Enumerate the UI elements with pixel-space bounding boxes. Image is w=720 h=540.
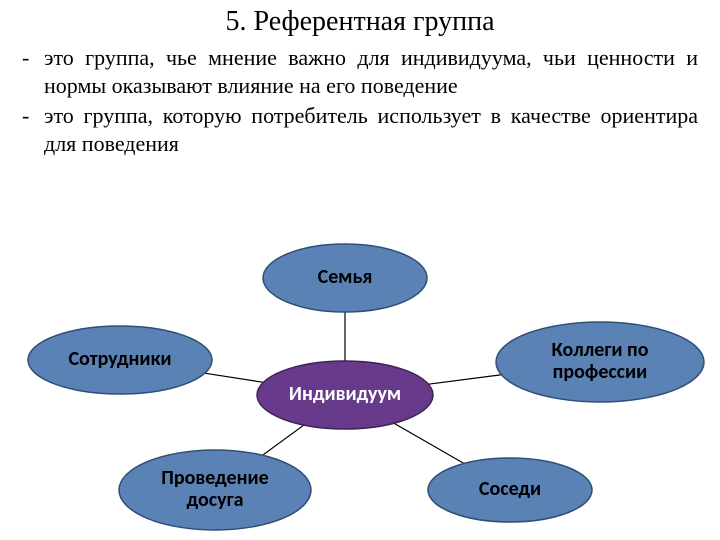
node-family: Семья — [263, 244, 427, 312]
edge — [428, 375, 501, 384]
node-leisure: Проведениедосуга — [119, 450, 311, 530]
edge — [394, 423, 464, 463]
node-neighbors: Соседи — [428, 458, 592, 522]
nodes-layer: Семья Сотрудники Коллеги попрофессии Провед… — [28, 244, 704, 530]
page: 5. Референтная группа - это группа, чье … — [0, 0, 720, 540]
node-shape — [428, 458, 592, 522]
node-shape — [28, 326, 212, 394]
edge — [205, 373, 264, 382]
node-shape — [119, 450, 311, 530]
node-shape — [263, 244, 427, 312]
node-coworkers: Сотрудники — [28, 326, 212, 394]
node-shape — [257, 361, 433, 429]
center-node: Индивидуум — [257, 361, 433, 429]
node-shape — [496, 322, 704, 402]
node-colleagues: Коллеги попрофессии — [496, 322, 704, 402]
reference-group-diagram: Семья Сотрудники Коллеги попрофессии Провед… — [0, 0, 720, 540]
edge — [263, 425, 304, 455]
